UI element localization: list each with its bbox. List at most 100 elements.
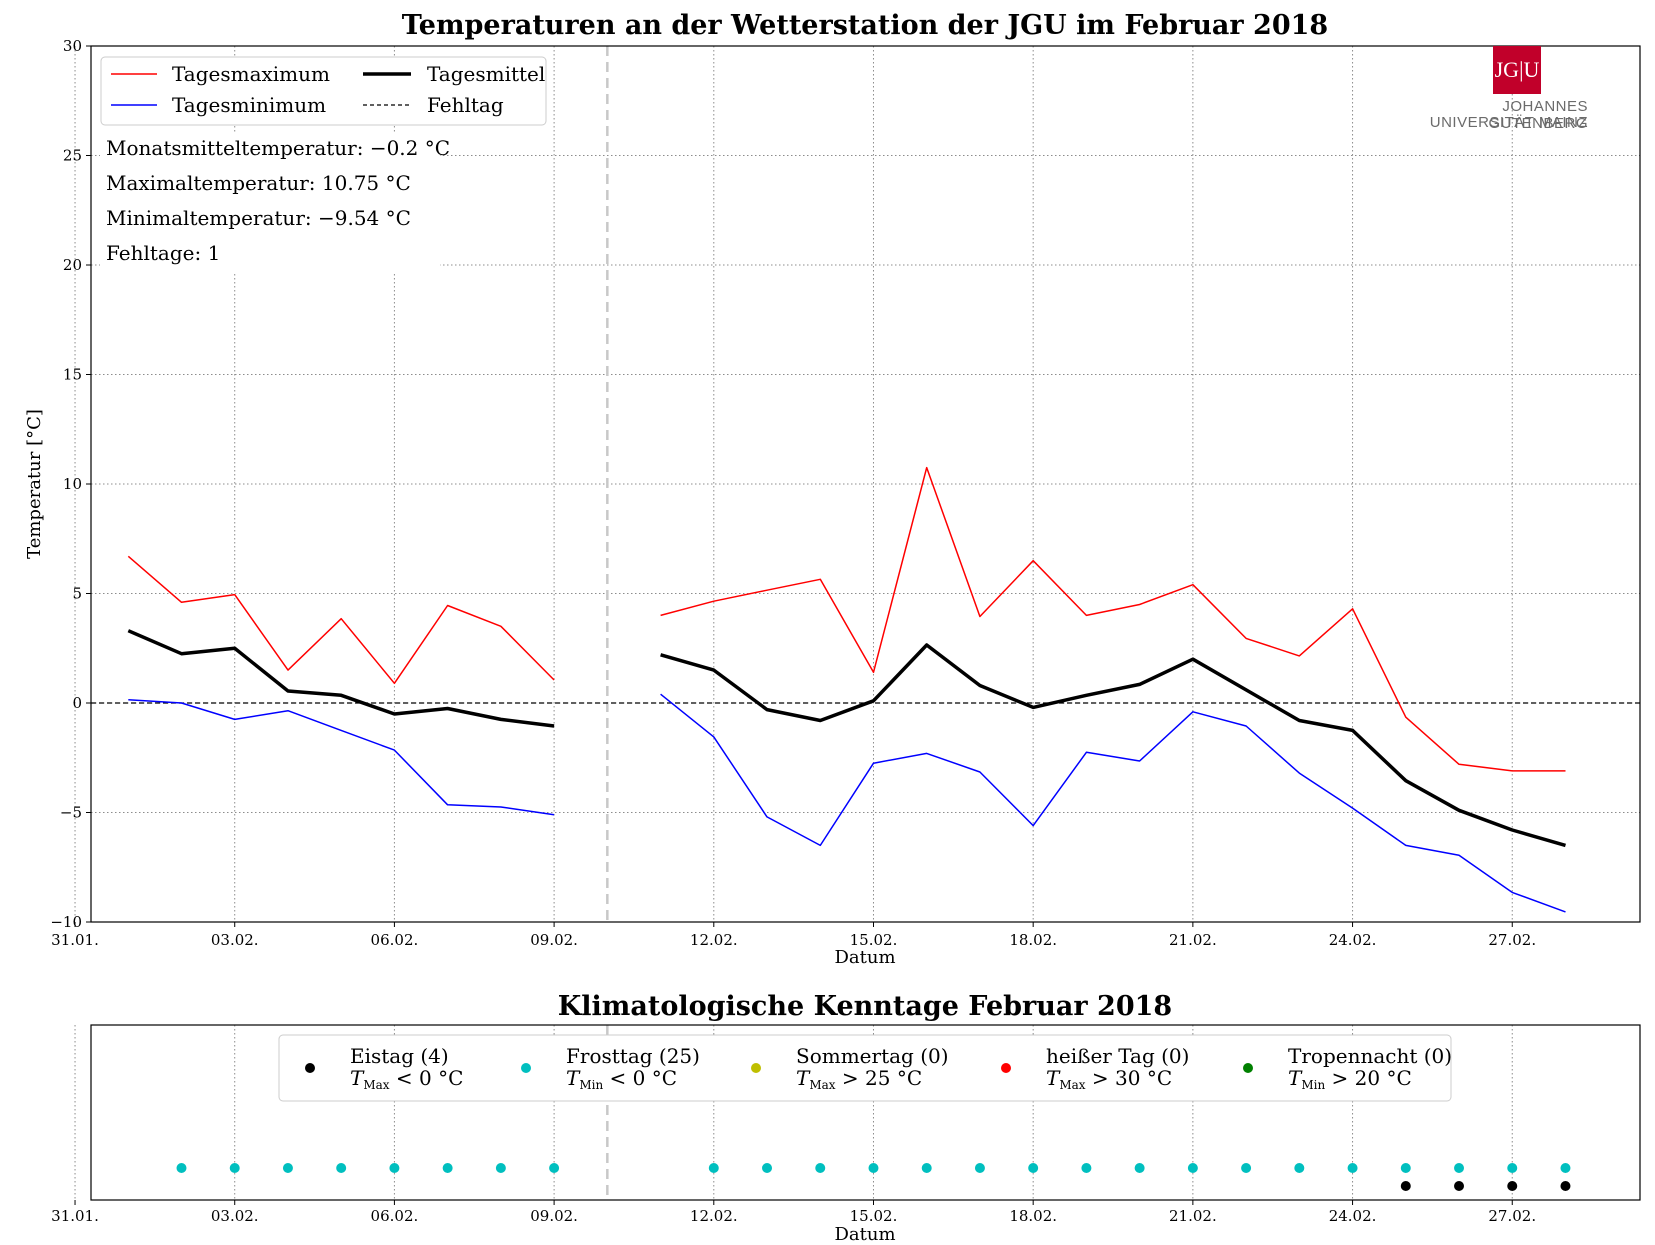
top-x-ticks: 31.01. 03.02. 06.02. 09.02. 12.02. 15.02. 18.0… xyxy=(51,922,1536,949)
kenntag-marker-1-15 xyxy=(1081,1163,1092,1173)
x-tick-label-4: 12.02. xyxy=(690,931,738,949)
legend-marker-1 xyxy=(521,1063,531,1073)
bottom-legend-box xyxy=(278,1034,1452,1102)
top-y-ticks: −10 −5 0 5 10 15 20 25 30 xyxy=(50,37,91,931)
bottom-x-tick-label-7: 21.02. xyxy=(1169,1207,1217,1225)
legend-marker-4 xyxy=(1243,1063,1253,1073)
kenntag-marker-1-4 xyxy=(389,1163,400,1173)
series-line-tagesminimum-0 xyxy=(128,698,555,816)
x-tick-label-2: 06.02. xyxy=(371,931,419,949)
bottom-x-tick-label-9: 27.02. xyxy=(1488,1207,1536,1225)
legend-name-1: Frosttag (25) xyxy=(566,1044,700,1068)
legend-condition-0: TMax < 0 °C xyxy=(350,1066,463,1092)
bottom-x-tick-label-5: 15.02. xyxy=(850,1207,898,1225)
kenntag-marker-1-1 xyxy=(229,1163,240,1173)
bottom-x-ticks: 31.01. 03.02. 06.02. 09.02. 12.02. 15.02. 18.0… xyxy=(51,1200,1536,1225)
legend-marker-3 xyxy=(1001,1063,1011,1073)
bottom-plot-frame xyxy=(90,1024,1641,1201)
bottom-x-axis-label: Datum xyxy=(834,1224,895,1241)
y-tick-label-6: 20 xyxy=(63,256,82,274)
series-line-tagesmaximum-1 xyxy=(660,466,1566,772)
x-tick-label-8: 24.02. xyxy=(1329,931,1377,949)
bottom-x-tick-label-4: 12.02. xyxy=(690,1207,738,1225)
y-tick-label-2: 0 xyxy=(72,694,82,712)
kenntag-marker-1-20 xyxy=(1347,1163,1358,1173)
kenntag-marker-1-22 xyxy=(1454,1163,1465,1173)
x-tick-label-9: 27.02. xyxy=(1488,931,1536,949)
legend-condition-4: TMin > 20 °C xyxy=(1288,1066,1412,1092)
bottom-x-tick-label-0: 31.01. xyxy=(51,1207,99,1225)
kenntag-marker-0-1 xyxy=(1454,1181,1465,1191)
y-tick-label-7: 25 xyxy=(63,147,82,165)
bottom-x-tick-label-3: 09.02. xyxy=(530,1207,578,1225)
legend-label-tagesmaximum: Tagesmaximum xyxy=(172,62,330,86)
top-y-axis-label: Temperatur [°C] xyxy=(24,409,45,559)
x-tick-label-7: 21.02. xyxy=(1169,931,1217,949)
legend-label-fehltag: Fehltag xyxy=(427,93,504,117)
jgu-logo: JG|U JOHANNES GUTENBERG UNIVERSITÄT MAIN… xyxy=(1418,46,1588,136)
bottom-x-tick-label-2: 06.02. xyxy=(371,1207,419,1225)
kenntag-marker-1-0 xyxy=(176,1163,187,1173)
kenntag-marker-1-7 xyxy=(549,1163,560,1173)
top-x-axis-label: Datum xyxy=(834,947,895,968)
kenntag-marker-1-17 xyxy=(1187,1163,1198,1173)
kenntag-marker-1-19 xyxy=(1294,1163,1305,1173)
top-legend: Tagesmaximum Tagesminimum Tagesmittel Fe… xyxy=(100,56,547,126)
info-min-temperature: Minimaltemperatur: −9.54 °C xyxy=(106,206,411,230)
kenntag-marker-1-13 xyxy=(974,1163,985,1173)
x-tick-label-5: 15.02. xyxy=(850,931,898,949)
kenntag-marker-1-9 xyxy=(762,1163,773,1173)
kenntag-marker-0-3 xyxy=(1560,1181,1571,1191)
legend-name-0: Eistag (4) xyxy=(350,1044,449,1068)
summary-box: Monatsmitteltemperatur: −0.2 °C Maximalt… xyxy=(100,132,450,274)
legend-condition-3: TMax > 30 °C xyxy=(1046,1066,1172,1092)
legend-condition-1: TMin < 0 °C xyxy=(566,1066,677,1092)
kenntag-marker-1-2 xyxy=(282,1163,293,1173)
y-tick-label-4: 10 xyxy=(63,475,82,493)
kenntag-marker-1-21 xyxy=(1400,1163,1411,1173)
bottom-x-tick-label-1: 03.02. xyxy=(211,1207,259,1225)
legend-name-4: Tropennacht (0) xyxy=(1288,1044,1452,1068)
series-line-tagesmittel-1 xyxy=(660,643,1566,848)
series-line-tagesmittel-0 xyxy=(127,629,555,728)
kenntag-marker-0-2 xyxy=(1507,1181,1518,1191)
jgu-logo-line1: JOHANNES GUTENBERG xyxy=(1488,98,1588,132)
kenntag-marker-1-8 xyxy=(708,1163,719,1173)
kenntag-marker-1-18 xyxy=(1241,1163,1252,1173)
kenntag-marker-1-11 xyxy=(868,1163,879,1173)
legend-name-3: heißer Tag (0) xyxy=(1046,1044,1189,1068)
legend-marker-2 xyxy=(751,1063,761,1073)
info-max-temperature: Maximaltemperatur: 10.75 °C xyxy=(106,171,411,195)
kenntag-marker-1-14 xyxy=(1028,1163,1039,1173)
legend-label-tagesmittel: Tagesmittel xyxy=(427,62,545,86)
kenntag-marker-1-10 xyxy=(815,1163,826,1173)
jgu-logo-mark: JG|U xyxy=(1493,46,1541,94)
kenntag-marker-0-0 xyxy=(1400,1181,1411,1191)
kenntag-marker-1-16 xyxy=(1134,1163,1145,1173)
y-tick-label-8: 30 xyxy=(63,37,82,55)
chart-title: Temperaturen an der Wetterstation der JG… xyxy=(402,10,1328,41)
kenntag-marker-1-5 xyxy=(442,1163,453,1173)
kenntag-marker-1-6 xyxy=(495,1163,506,1173)
legend-marker-0 xyxy=(305,1063,315,1073)
legend-name-2: Sommertag (0) xyxy=(796,1044,949,1068)
bottom-legend: Eistag (4)TMax < 0 °C Frosttag (25)TMin <… xyxy=(278,1034,1452,1102)
y-tick-label-1: −5 xyxy=(60,804,82,822)
x-tick-label-6: 18.02. xyxy=(1009,931,1057,949)
bottom-markers xyxy=(176,1163,1571,1191)
summary-background xyxy=(100,132,440,274)
legend-condition-2: TMax > 25 °C xyxy=(796,1066,922,1092)
bottom-x-tick-label-6: 18.02. xyxy=(1009,1207,1057,1225)
bottom-x-tick-label-8: 24.02. xyxy=(1329,1207,1377,1225)
y-tick-label-0: −10 xyxy=(50,913,82,931)
x-tick-label-0: 31.01. xyxy=(51,931,99,949)
jgu-logo-line2: UNIVERSITÄT MAINZ xyxy=(1429,114,1588,131)
kenntag-marker-1-23 xyxy=(1507,1163,1518,1173)
info-missing-days: Fehltage: 1 xyxy=(106,241,220,265)
series-line-tagesminimum-1 xyxy=(660,693,1566,913)
kenntag-marker-1-12 xyxy=(921,1163,932,1173)
top-grid xyxy=(74,45,1640,923)
legend-label-tagesminimum: Tagesminimum xyxy=(172,93,326,117)
